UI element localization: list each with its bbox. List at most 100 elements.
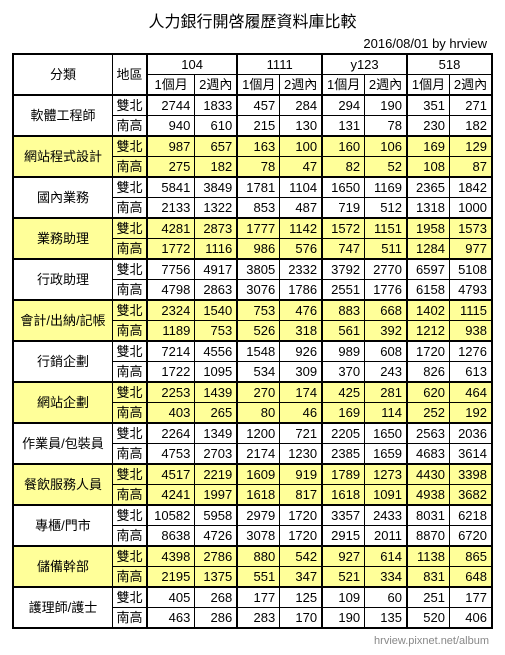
value-cell: 3076 [237, 280, 279, 301]
value-cell: 1650 [322, 177, 364, 198]
value-cell: 7214 [147, 341, 195, 362]
value-cell: 457 [237, 95, 279, 116]
value-cell: 476 [280, 300, 322, 321]
value-cell: 425 [322, 382, 364, 403]
value-cell: 174 [280, 382, 322, 403]
header-category: 分類 [13, 54, 112, 95]
value-cell: 1169 [365, 177, 407, 198]
value-cell: 243 [365, 362, 407, 383]
value-cell: 135 [365, 608, 407, 629]
region-cell: 雙北 [112, 382, 147, 403]
header-site-3: 518 [407, 54, 492, 75]
value-cell: 534 [237, 362, 279, 383]
footer-watermark: hrview.pixnet.net/album [12, 635, 493, 647]
value-cell: 177 [237, 587, 279, 608]
value-cell: 526 [237, 321, 279, 342]
value-cell: 405 [147, 587, 195, 608]
value-cell: 511 [365, 239, 407, 260]
value-cell: 1276 [449, 341, 492, 362]
value-cell: 1573 [449, 218, 492, 239]
value-cell: 2264 [147, 423, 195, 444]
value-cell: 4430 [407, 464, 449, 485]
value-cell: 2433 [365, 505, 407, 526]
value-cell: 2174 [237, 444, 279, 465]
value-cell: 1402 [407, 300, 449, 321]
category-cell: 儲備幹部 [13, 546, 112, 587]
value-cell: 880 [237, 546, 279, 567]
value-cell: 82 [322, 157, 364, 178]
value-cell: 169 [407, 136, 449, 157]
value-cell: 753 [195, 321, 237, 342]
value-cell: 1200 [237, 423, 279, 444]
value-cell: 2770 [365, 259, 407, 280]
region-cell: 雙北 [112, 505, 147, 526]
value-cell: 318 [280, 321, 322, 342]
value-cell: 1572 [322, 218, 364, 239]
value-cell: 281 [365, 382, 407, 403]
value-cell: 1142 [280, 218, 322, 239]
value-cell: 1618 [237, 485, 279, 506]
value-cell: 2979 [237, 505, 279, 526]
header-site-1: 1111 [237, 54, 322, 75]
value-cell: 4798 [147, 280, 195, 301]
value-cell: 1720 [407, 341, 449, 362]
value-cell: 251 [407, 587, 449, 608]
value-cell: 170 [280, 608, 322, 629]
header-region: 地區 [112, 54, 147, 95]
value-cell: 347 [280, 567, 322, 588]
category-cell: 行政助理 [13, 259, 112, 300]
value-cell: 4556 [195, 341, 237, 362]
header-period: 1個月 [147, 75, 195, 96]
category-cell: 作業員/包裝員 [13, 423, 112, 464]
value-cell: 5958 [195, 505, 237, 526]
region-cell: 雙北 [112, 587, 147, 608]
value-cell: 747 [322, 239, 364, 260]
value-cell: 1322 [195, 198, 237, 219]
region-cell: 南高 [112, 526, 147, 547]
value-cell: 1212 [407, 321, 449, 342]
value-cell: 1789 [322, 464, 364, 485]
value-cell: 2195 [147, 567, 195, 588]
value-cell: 1115 [449, 300, 492, 321]
value-cell: 1722 [147, 362, 195, 383]
value-cell: 4753 [147, 444, 195, 465]
value-cell: 286 [195, 608, 237, 629]
region-cell: 雙北 [112, 464, 147, 485]
value-cell: 1958 [407, 218, 449, 239]
value-cell: 4793 [449, 280, 492, 301]
value-cell: 334 [365, 567, 407, 588]
value-cell: 1842 [449, 177, 492, 198]
header-site-0: 104 [147, 54, 237, 75]
value-cell: 114 [365, 403, 407, 424]
header-period: 1個月 [322, 75, 364, 96]
value-cell: 1318 [407, 198, 449, 219]
value-cell: 1230 [280, 444, 322, 465]
value-cell: 252 [407, 403, 449, 424]
value-cell: 78 [365, 116, 407, 137]
value-cell: 1273 [365, 464, 407, 485]
value-cell: 6218 [449, 505, 492, 526]
region-cell: 南高 [112, 567, 147, 588]
value-cell: 463 [147, 608, 195, 629]
value-cell: 370 [322, 362, 364, 383]
value-cell: 512 [365, 198, 407, 219]
value-cell: 2385 [322, 444, 364, 465]
value-cell: 1439 [195, 382, 237, 403]
value-cell: 1781 [237, 177, 279, 198]
value-cell: 2915 [322, 526, 364, 547]
value-cell: 1659 [365, 444, 407, 465]
value-cell: 1138 [407, 546, 449, 567]
value-cell: 620 [407, 382, 449, 403]
value-cell: 271 [449, 95, 492, 116]
category-cell: 國內業務 [13, 177, 112, 218]
value-cell: 1548 [237, 341, 279, 362]
value-cell: 1116 [195, 239, 237, 260]
value-cell: 1095 [195, 362, 237, 383]
value-cell: 1189 [147, 321, 195, 342]
category-cell: 行銷企劃 [13, 341, 112, 382]
value-cell: 125 [280, 587, 322, 608]
value-cell: 78 [237, 157, 279, 178]
value-cell: 719 [322, 198, 364, 219]
value-cell: 8031 [407, 505, 449, 526]
value-cell: 1997 [195, 485, 237, 506]
